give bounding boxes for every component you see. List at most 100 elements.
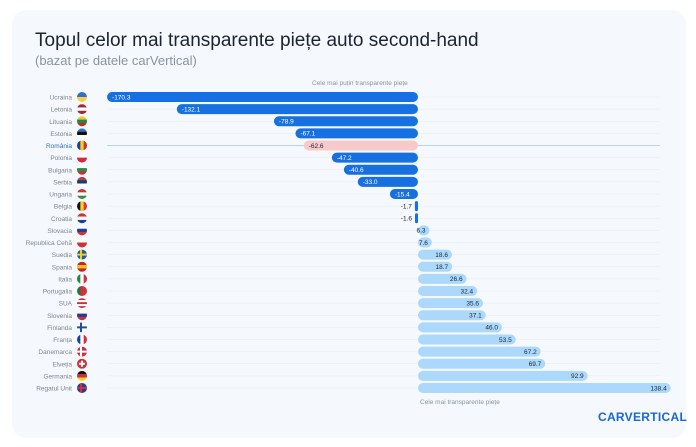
bar [295, 128, 418, 139]
flag-dk-icon [77, 346, 87, 357]
category-label: Portugalia [43, 289, 73, 296]
flag-fi-icon [77, 322, 87, 333]
data-label: 35.6 [466, 300, 479, 307]
bar [414, 201, 418, 212]
category-label: Suedia [52, 252, 73, 259]
data-label: -33.0 [363, 179, 378, 186]
flag-pl-icon [77, 152, 87, 163]
category-label: Ungaria [49, 192, 72, 199]
bar [418, 383, 671, 393]
flag-bg-icon [77, 164, 87, 175]
flag-si-icon [77, 310, 87, 321]
flag-lv-icon [77, 104, 87, 115]
data-label: 7.6 [419, 240, 428, 247]
bar [331, 152, 418, 163]
category-label: Germania [43, 373, 72, 380]
data-label: 53.5 [499, 337, 512, 344]
data-label: -40.6 [349, 167, 364, 174]
category-label: Serbia [53, 179, 72, 186]
category-label: Elveția [52, 361, 72, 368]
data-label: 92.9 [571, 373, 584, 380]
bar [415, 213, 418, 224]
flag-hu-icon [77, 189, 87, 199]
bar [389, 189, 418, 199]
data-label: 6.3 [416, 228, 425, 235]
data-label: 37.1 [469, 313, 482, 320]
bar [343, 164, 418, 175]
flag-ua-icon [77, 92, 87, 102]
bar [418, 261, 453, 272]
category-label: Croatia [51, 216, 72, 223]
flag-ro-icon [77, 140, 87, 151]
flag-lt-icon [77, 116, 87, 127]
flag-rs-icon [77, 176, 87, 187]
data-label: 26.6 [450, 276, 463, 283]
category-label: Letonia [51, 107, 73, 114]
category-label: Slovacia [47, 228, 72, 235]
data-label: 18.6 [435, 252, 448, 259]
bar [107, 92, 419, 102]
bar [176, 104, 418, 115]
data-label: 67.2 [524, 349, 537, 356]
data-label: 18.7 [435, 264, 448, 271]
flag-gb-icon [77, 383, 87, 393]
bar [273, 116, 418, 127]
data-label: -1.7 [401, 203, 413, 210]
flag-hr-icon [77, 213, 87, 224]
data-label: 46.0 [485, 325, 498, 332]
data-label: -62.6 [309, 143, 324, 150]
category-label: România [46, 143, 72, 150]
bar [418, 237, 432, 248]
category-label: Finlanda [47, 325, 72, 332]
flag-it-icon [77, 273, 87, 284]
bar [418, 370, 588, 381]
annotation-top: Cele mai puțin transparente piețe [312, 80, 408, 87]
bar [418, 334, 516, 345]
category-label: Republica Cehă [26, 240, 73, 247]
bar [418, 286, 478, 296]
flag-es-icon [77, 261, 87, 272]
category-label: Bulgaria [48, 167, 72, 174]
bar [303, 140, 418, 151]
flag-fr-icon [77, 334, 87, 345]
bar [418, 346, 541, 357]
flag-cz-icon [77, 237, 87, 248]
carvertical-logo: CARVERTICAL [598, 410, 688, 424]
bar [418, 298, 484, 309]
category-label: Danemarca [38, 349, 72, 356]
category-label: Lituania [49, 119, 72, 126]
data-label: -78.9 [279, 119, 294, 126]
data-label: 138.4 [650, 385, 667, 392]
bar [418, 249, 452, 260]
annotation-bottom: Cele mai transparente piețe [420, 399, 500, 406]
flag-ch-icon [77, 358, 87, 369]
data-label: -15.4 [395, 191, 410, 198]
category-label: Regatul Unit [36, 386, 72, 393]
bar [357, 176, 418, 187]
flag-ee-icon [77, 128, 87, 139]
category-label: Italia [58, 276, 72, 283]
chart-title: Topul celor mai transparente piețe auto … [35, 30, 479, 51]
bar [418, 273, 467, 284]
bar [418, 322, 502, 333]
bar [418, 310, 486, 321]
data-label: -67.1 [300, 131, 315, 138]
category-label: Estonia [50, 131, 72, 138]
category-label: Belgia [54, 204, 72, 211]
bar [418, 225, 430, 236]
category-label: Ucraina [50, 95, 73, 102]
flag-se-icon [77, 249, 87, 260]
data-label: 32.4 [461, 288, 474, 295]
data-label: -132.1 [182, 106, 201, 113]
flag-sk-icon [77, 225, 87, 236]
data-label: 69.7 [529, 361, 542, 368]
category-label: Spania [52, 264, 73, 271]
flag-de-icon [77, 370, 87, 381]
data-label: -1.6 [401, 216, 413, 223]
flag-be-icon [77, 201, 87, 212]
chart-subtitle: (bazat pe datele carVertical) [35, 53, 197, 68]
data-label: -47.2 [337, 155, 352, 162]
category-label: Franța [53, 337, 72, 344]
flag-us-icon [77, 298, 87, 309]
